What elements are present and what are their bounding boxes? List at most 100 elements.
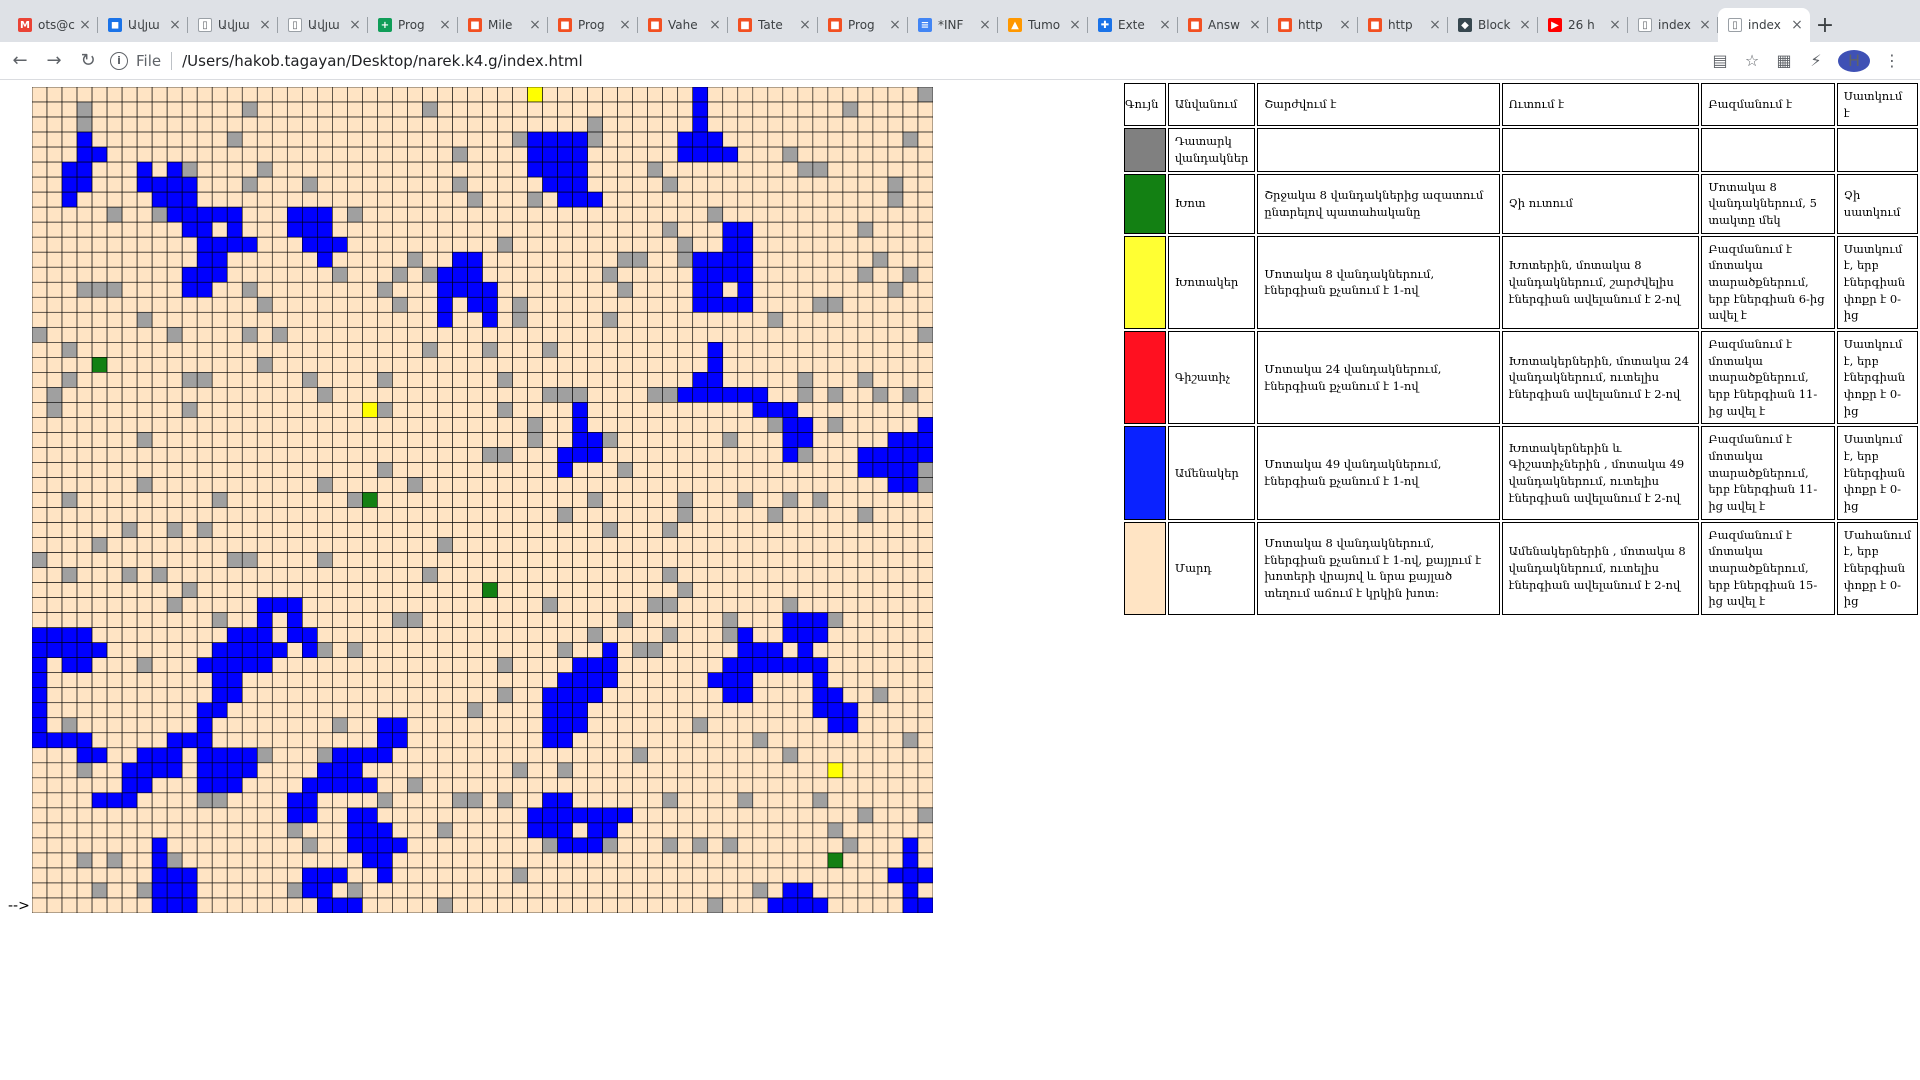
back-arrow-icon[interactable]: ← [12,50,28,71]
grid-cell [632,672,648,689]
grid-cell [887,447,904,463]
grid-cell [241,627,258,643]
grid-cell [347,627,363,643]
address-bar[interactable]: i File /Users/hakob.tagayan/Desktop/nare… [110,46,1704,76]
grid-cell [241,897,258,913]
grid-cell [437,131,453,148]
tab-close-icon[interactable]: × [1339,17,1351,33]
tab-close-icon[interactable]: × [439,17,451,33]
grid-cell [151,492,168,508]
tab-close-icon[interactable]: × [1069,17,1081,33]
extension-icon[interactable]: ▦ [1776,51,1792,70]
grid-cell [76,462,93,478]
browser-tab[interactable]: ▯ Ավյա × [188,8,278,42]
tab-close-icon[interactable]: × [1429,17,1441,33]
grid-cell [211,792,228,809]
tab-close-icon[interactable]: × [889,17,901,33]
browser-tab[interactable]: ▲ Tumo × [998,8,1088,42]
grid-cell [347,251,363,268]
tab-close-icon[interactable]: × [1519,17,1531,33]
grid-cell [722,236,739,253]
game-grid-canvas[interactable] [32,87,933,913]
grid-cell [587,522,603,538]
tab-close-icon[interactable]: × [1159,17,1171,33]
browser-tab[interactable]: ▯ index × [1628,8,1718,42]
grid-cell [887,717,904,734]
grid-cell [76,852,93,869]
menu-kebab-icon[interactable]: ⋮ [1884,51,1900,70]
grid-cell [872,762,889,779]
tab-close-icon[interactable]: × [259,17,271,33]
tab-close-icon[interactable]: × [1249,17,1261,33]
extension-bolt-icon[interactable]: ⚡ [1810,51,1822,70]
grid-cell [286,326,303,343]
info-icon[interactable]: i [110,51,128,70]
grid-cell [827,747,844,764]
grid-cell [377,326,393,343]
legend-name: Խոտակեր [1167,235,1256,330]
tab-close-icon[interactable]: × [619,17,631,33]
address-url[interactable]: /Users/hakob.tagayan/Desktop/narek.k4.g/… [182,51,583,70]
browser-tab[interactable]: ■ http × [1358,8,1448,42]
tab-close-icon[interactable]: × [979,17,991,33]
grid-cell [256,387,273,403]
grid-cell [347,101,363,118]
grid-cell [362,191,378,208]
grid-cell [211,342,228,358]
grid-cell [121,822,138,839]
grid-cell [392,657,408,674]
grid-cell [437,387,453,403]
new-tab-button[interactable]: + [1815,12,1835,38]
browser-tab[interactable]: ◼ Ավյա × [98,8,188,42]
tab-close-icon[interactable]: × [1791,17,1803,33]
grid-cell [377,311,393,328]
translate-icon[interactable]: ▤ [1712,51,1728,70]
grid-cell [887,882,904,899]
browser-tab[interactable]: ▯ Ավյա × [278,8,368,42]
tab-close-icon[interactable]: × [799,17,811,33]
browser-tab[interactable]: ■ Vahe × [638,8,728,42]
grid-cell [121,762,138,779]
grid-cell [827,612,844,628]
grid-cell [647,807,663,824]
grid-cell [677,882,694,899]
browser-tab[interactable]: ▯ index × [1718,8,1810,42]
grid-cell [91,867,108,884]
grid-cell [121,507,138,523]
tab-close-icon[interactable]: × [709,17,721,33]
grid-cell [61,747,78,764]
grid-cell [196,176,213,193]
browser-tab[interactable]: ■ http × [1268,8,1358,42]
tab-close-icon[interactable]: × [1699,17,1711,33]
browser-tab[interactable]: ■ Tate × [728,8,818,42]
profile-avatar[interactable]: H [1838,49,1870,72]
browser-tab[interactable]: ▶ 26 h × [1538,8,1628,42]
grid-cell [812,116,829,133]
browser-tab[interactable]: ■ Answ × [1178,8,1268,42]
browser-tab[interactable]: ■ Mile × [458,8,548,42]
browser-tab[interactable]: ≡ *INF × [908,8,998,42]
tab-close-icon[interactable]: × [169,17,181,33]
grid-cell [91,387,108,403]
browser-tab[interactable]: ■ Prog × [818,8,908,42]
grid-cell [196,236,213,253]
tab-close-icon[interactable]: × [79,17,91,33]
grid-cell [782,206,799,223]
bookmark-star-icon[interactable]: ☆ [1744,51,1760,70]
browser-tab[interactable]: ◆ Block × [1448,8,1538,42]
tab-close-icon[interactable]: × [1609,17,1621,33]
reload-icon[interactable]: ↻ [80,50,96,71]
browser-tab[interactable]: ✚ Exte × [1088,8,1178,42]
tab-close-icon[interactable]: × [529,17,541,33]
grid-cell [497,251,513,268]
grid-cell [587,447,603,463]
forward-arrow-icon[interactable]: → [46,50,62,71]
grid-cell [572,537,588,553]
grid-cell [917,852,933,869]
browser-tab[interactable]: + Prog × [368,8,458,42]
grid-cell [437,867,453,884]
browser-tab[interactable]: ■ Prog × [548,8,638,42]
grid-cell [467,642,483,658]
tab-close-icon[interactable]: × [349,17,361,33]
